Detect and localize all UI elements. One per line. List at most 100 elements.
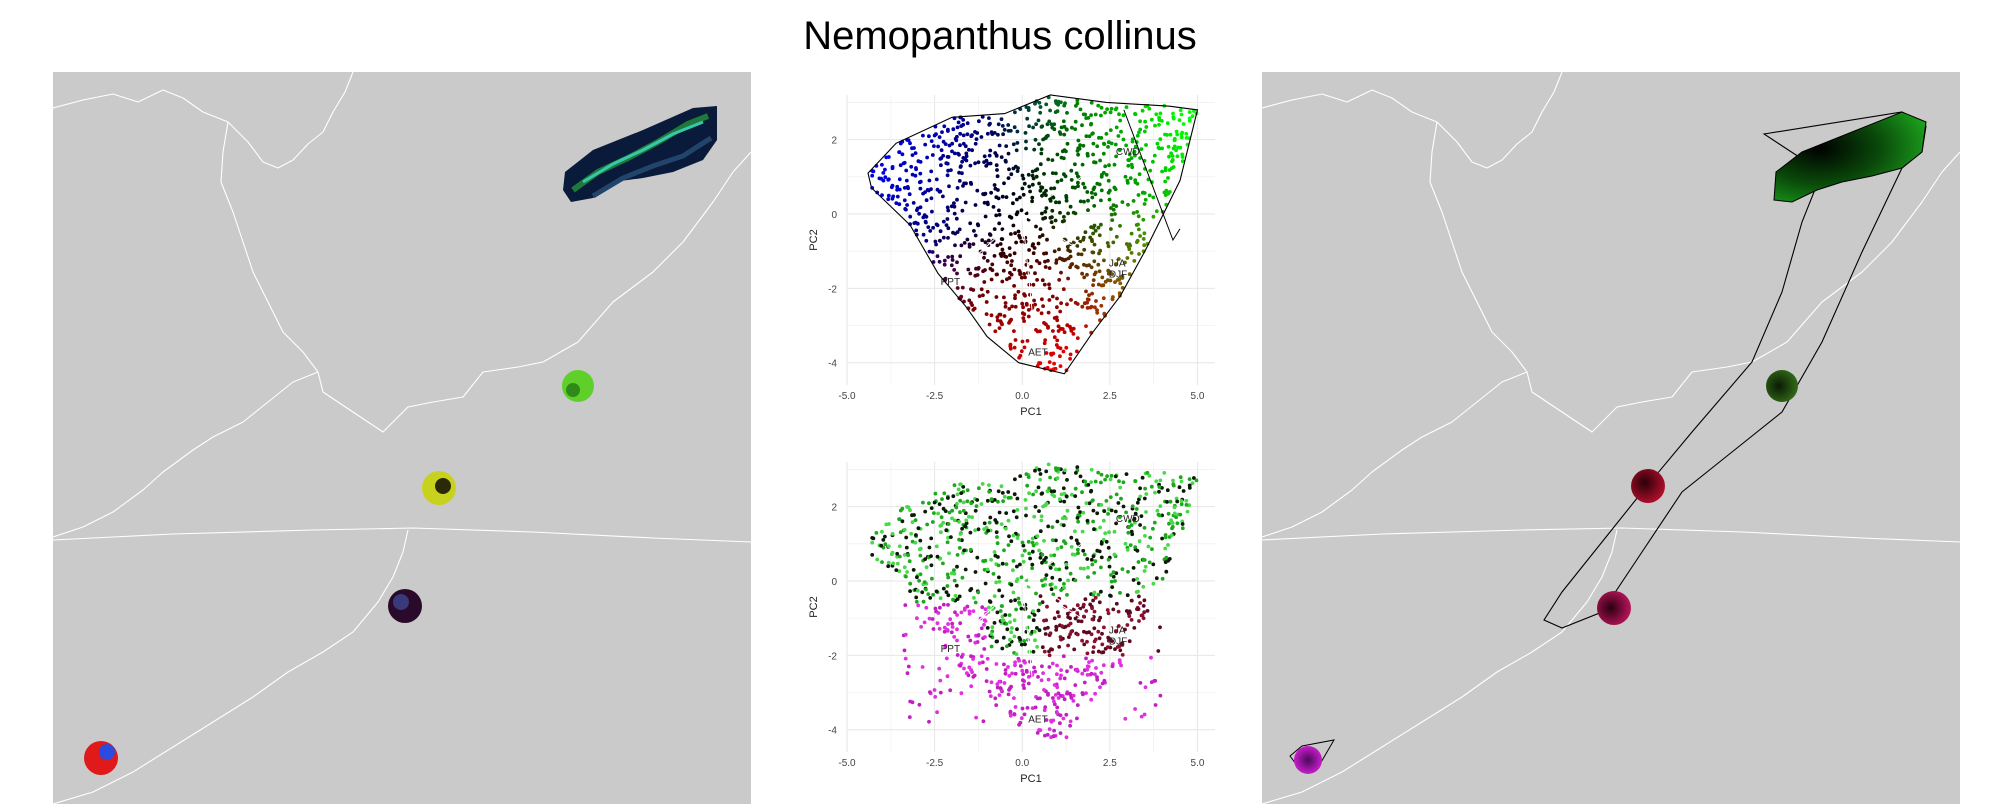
data-point: [1030, 549, 1035, 554]
data-point: [880, 560, 884, 564]
data-point: [1090, 195, 1095, 200]
data-point: [1010, 626, 1014, 630]
data-point: [1093, 672, 1097, 677]
data-point: [1144, 510, 1148, 514]
data-point: [1092, 160, 1096, 165]
data-point: [1008, 713, 1013, 718]
data-point: [970, 670, 974, 674]
data-point: [898, 530, 903, 535]
patch-2-texture: [566, 383, 580, 397]
data-point: [1113, 509, 1118, 514]
data-point: [985, 200, 990, 205]
data-point: [1055, 338, 1060, 343]
data-point: [1167, 557, 1172, 561]
data-point: [965, 121, 970, 126]
data-point: [897, 187, 902, 192]
data-point: [937, 666, 942, 671]
data-point: [1013, 231, 1017, 236]
variable-label: DJF: [1109, 636, 1127, 647]
x-tick-label: -5.0: [838, 758, 856, 769]
data-point: [908, 589, 912, 593]
data-point: [1053, 218, 1058, 223]
data-point: [939, 530, 943, 535]
data-point: [1081, 602, 1086, 607]
data-point: [1130, 504, 1135, 509]
data-point: [1042, 688, 1046, 692]
data-point: [1113, 107, 1118, 112]
data-point: [1038, 227, 1043, 232]
data-point: [939, 148, 944, 153]
data-point: [943, 509, 948, 513]
data-point: [1112, 185, 1117, 190]
data-point: [951, 597, 955, 602]
data-point: [1109, 227, 1113, 231]
x-tick-label: 2.5: [1103, 391, 1117, 402]
data-point: [870, 553, 875, 557]
data-point: [914, 228, 919, 233]
data-point: [916, 159, 921, 164]
data-point: [1126, 530, 1131, 535]
data-point: [913, 540, 918, 545]
data-point: [1107, 530, 1111, 535]
data-point: [1147, 106, 1152, 111]
data-point: [986, 238, 991, 243]
data-point: [1040, 645, 1045, 650]
data-point: [983, 240, 988, 245]
data-point: [1142, 243, 1147, 248]
data-point: [1132, 517, 1136, 522]
data-point: [1158, 693, 1163, 698]
data-point: [897, 517, 901, 521]
data-point: [941, 586, 946, 591]
data-point: [1118, 648, 1123, 653]
data-point: [1048, 631, 1053, 636]
data-point: [1093, 559, 1098, 564]
data-point: [1088, 602, 1093, 607]
data-point: [1142, 496, 1147, 501]
data-point: [997, 510, 1002, 515]
data-point: [1050, 158, 1055, 162]
data-point: [1001, 635, 1006, 640]
data-point: [979, 654, 984, 659]
data-point: [1104, 172, 1109, 177]
data-point: [1040, 664, 1044, 669]
data-point: [903, 656, 908, 661]
data-point: [1138, 127, 1143, 132]
data-point: [1044, 206, 1049, 210]
data-point: [1100, 642, 1105, 647]
data-point: [1038, 728, 1043, 733]
data-point: [951, 494, 956, 499]
data-point: [908, 141, 912, 146]
data-point: [1046, 524, 1051, 529]
data-point: [974, 504, 979, 508]
data-point: [1043, 209, 1048, 214]
data-point: [1022, 319, 1026, 323]
data-point: [902, 198, 907, 203]
data-point: [949, 204, 954, 209]
data-point: [976, 633, 981, 638]
data-point: [1057, 130, 1062, 134]
data-point: [1124, 143, 1128, 148]
data-point: [912, 513, 916, 517]
data-point: [1045, 365, 1050, 370]
data-point: [937, 502, 942, 506]
data-point: [1101, 537, 1106, 542]
data-point: [1073, 162, 1077, 167]
data-point: [1104, 499, 1109, 503]
data-point: [1164, 555, 1169, 560]
data-point: [967, 611, 972, 616]
data-point: [972, 229, 976, 233]
data-point: [1015, 169, 1020, 173]
data-point: [973, 141, 978, 146]
data-point: [1111, 574, 1116, 579]
data-point: [1138, 156, 1142, 160]
state-border: [1262, 72, 1563, 169]
data-point: [1034, 174, 1039, 179]
data-point: [1051, 696, 1055, 700]
data-point: [992, 621, 997, 625]
data-point: [1087, 263, 1091, 268]
data-point: [897, 177, 902, 182]
data-point: [1078, 107, 1083, 112]
data-point: [1039, 518, 1044, 523]
data-point: [1092, 242, 1097, 247]
data-point: [1052, 335, 1057, 340]
